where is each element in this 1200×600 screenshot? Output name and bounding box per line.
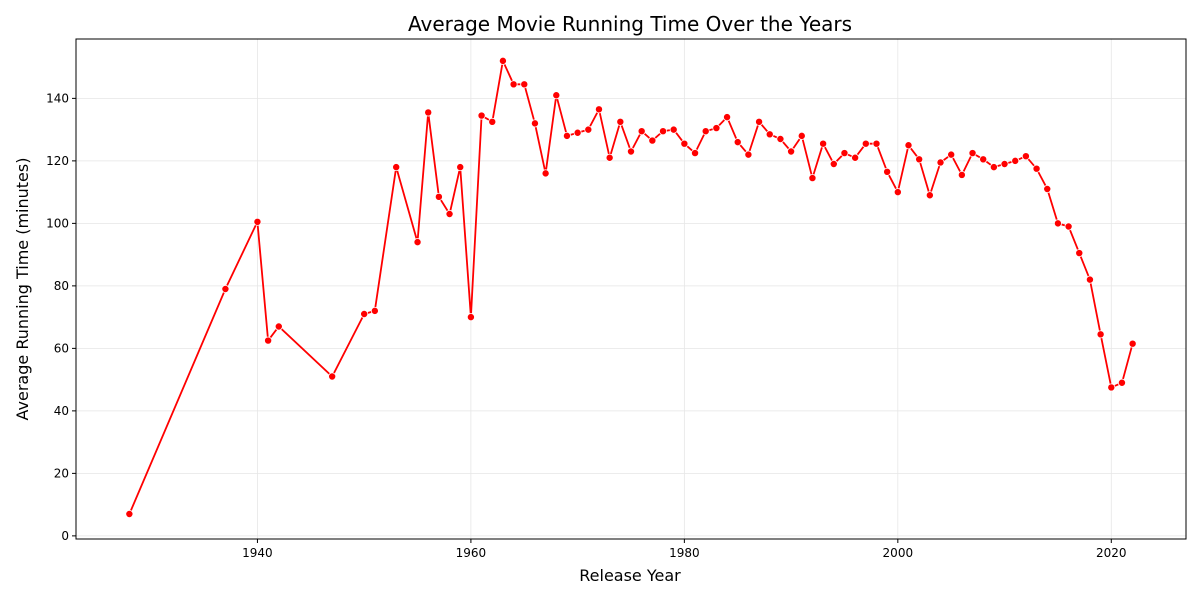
data-point [712,124,721,133]
data-point [861,139,870,148]
data-point [498,56,507,65]
data-point [1064,222,1073,231]
data-point [691,149,700,158]
x-tick-label: 2000 [883,546,914,560]
data-point [648,136,657,145]
data-point [776,134,785,143]
data-point [360,309,369,318]
data-point [829,159,838,168]
data-point [1128,339,1137,348]
data-point [1117,378,1126,387]
data-point [627,147,636,156]
chart-title: Average Movie Running Time Over the Year… [408,12,852,36]
data-point [979,155,988,164]
data-point [797,131,806,140]
y-tick-label: 120 [46,154,69,168]
data-point [253,217,262,226]
data-point [125,509,134,518]
data-point [1032,164,1041,173]
data-point [264,336,273,345]
data-point [456,163,465,172]
data-point [1075,249,1084,258]
data-point [1021,152,1030,161]
data-point [840,149,849,158]
data-point [1053,219,1062,228]
data-point [413,238,422,247]
data-point [1000,159,1009,168]
data-point [968,149,977,158]
data-point [915,155,924,164]
data-point [370,306,379,315]
data-point [659,127,668,136]
data-point [808,174,817,183]
data-point [424,108,433,117]
data-point [1096,330,1105,339]
data-point [947,150,956,159]
data-point [221,284,230,293]
data-point [605,153,614,162]
data-point [1085,275,1094,284]
data-point [392,163,401,172]
data-markers [125,56,1137,518]
y-tick-label: 20 [54,466,69,480]
data-point [936,158,945,167]
data-point [594,105,603,114]
axis-ticks: 1940 1960 1980 2000 2020 0 20 40 60 80 100 120 140 [46,91,1126,560]
data-point [1043,184,1052,193]
data-point [488,117,497,126]
data-point [755,117,764,126]
y-tick-label: 140 [46,91,69,105]
data-point [274,322,283,331]
x-tick-label: 1960 [456,546,487,560]
data-point [530,119,539,128]
data-point [765,130,774,139]
data-point [989,163,998,172]
data-point [466,313,475,322]
data-point [584,125,593,134]
data-point [723,113,732,122]
data-point [541,169,550,178]
data-point [1011,156,1020,165]
data-point [573,128,582,137]
data-point [434,192,443,201]
x-axis-label: Release Year [579,566,681,585]
y-tick-label: 0 [61,529,69,543]
data-point [1107,383,1116,392]
data-point [904,141,913,150]
data-point [616,117,625,126]
data-point [669,125,678,134]
data-point [787,147,796,156]
data-point [925,191,934,200]
data-point [637,127,646,136]
data-point [328,372,337,381]
x-tick-label: 2020 [1096,546,1127,560]
x-tick-label: 1940 [242,546,273,560]
data-point [477,111,486,120]
data-point [744,150,753,159]
y-tick-label: 40 [54,404,69,418]
data-point [883,167,892,176]
y-tick-label: 60 [54,341,69,355]
data-point [552,91,561,100]
plot-area-frame [75,38,1187,540]
data-point [680,139,689,148]
data-point [893,188,902,197]
data-point [509,80,518,89]
data-point [872,139,881,148]
data-point [701,127,710,136]
data-point [562,131,571,140]
y-tick-label: 100 [46,216,69,230]
x-tick-label: 1980 [669,546,700,560]
data-point [445,209,454,218]
data-point [957,170,966,179]
y-tick-label: 80 [54,279,69,293]
data-point [851,153,860,162]
data-point [520,80,529,89]
data-point [819,139,828,148]
y-axis-label: Average Running Time (minutes) [13,158,32,421]
data-point [733,138,742,147]
